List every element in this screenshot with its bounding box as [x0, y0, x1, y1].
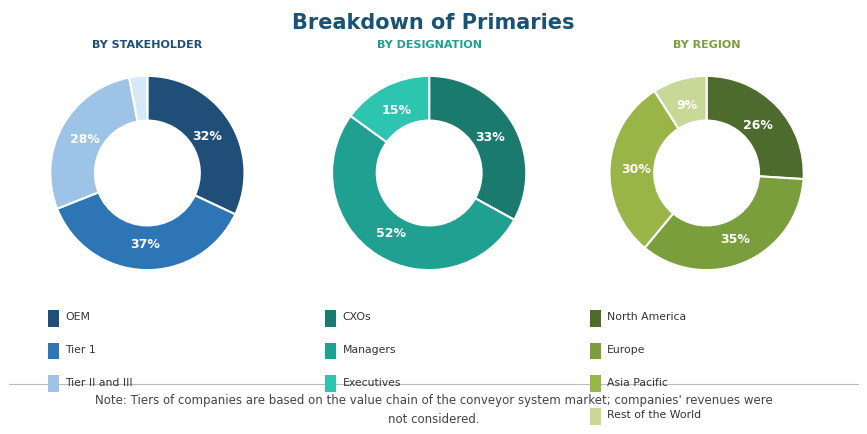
Text: Breakdown of Primaries: Breakdown of Primaries [292, 13, 575, 33]
Text: Managers: Managers [342, 344, 396, 354]
Text: 32%: 32% [192, 129, 222, 142]
Text: CXOs: CXOs [342, 312, 371, 322]
Wedge shape [332, 117, 514, 270]
Text: Asia Pacific: Asia Pacific [607, 377, 668, 387]
Text: Note: Tiers of companies are based on the value chain of the conveyor system mar: Note: Tiers of companies are based on th… [95, 393, 772, 425]
Wedge shape [350, 77, 429, 143]
Text: Tier II and III: Tier II and III [65, 377, 133, 387]
Wedge shape [655, 77, 707, 129]
Wedge shape [645, 177, 804, 270]
Text: 30%: 30% [621, 163, 651, 176]
Text: OEM: OEM [65, 312, 90, 322]
Wedge shape [147, 77, 244, 215]
Text: 52%: 52% [376, 227, 406, 240]
Text: 26%: 26% [743, 119, 773, 132]
Text: Executives: Executives [342, 377, 401, 387]
Text: Europe: Europe [607, 344, 645, 354]
Wedge shape [129, 77, 147, 122]
Title: BY DESIGNATION: BY DESIGNATION [376, 40, 482, 50]
Wedge shape [57, 193, 235, 270]
Text: Rest of the World: Rest of the World [607, 409, 701, 419]
Text: 9%: 9% [676, 99, 697, 112]
Text: North America: North America [607, 312, 686, 322]
Text: 35%: 35% [720, 232, 750, 245]
Wedge shape [429, 77, 526, 220]
Wedge shape [610, 92, 679, 248]
Wedge shape [707, 77, 804, 180]
Text: 33%: 33% [475, 131, 505, 144]
Text: 37%: 37% [130, 238, 160, 251]
Text: 15%: 15% [382, 104, 412, 117]
Text: Tier 1: Tier 1 [65, 344, 95, 354]
Text: 28%: 28% [70, 133, 101, 146]
Wedge shape [50, 79, 138, 209]
Title: BY REGION: BY REGION [673, 40, 740, 50]
Title: BY STAKEHOLDER: BY STAKEHOLDER [92, 40, 203, 50]
